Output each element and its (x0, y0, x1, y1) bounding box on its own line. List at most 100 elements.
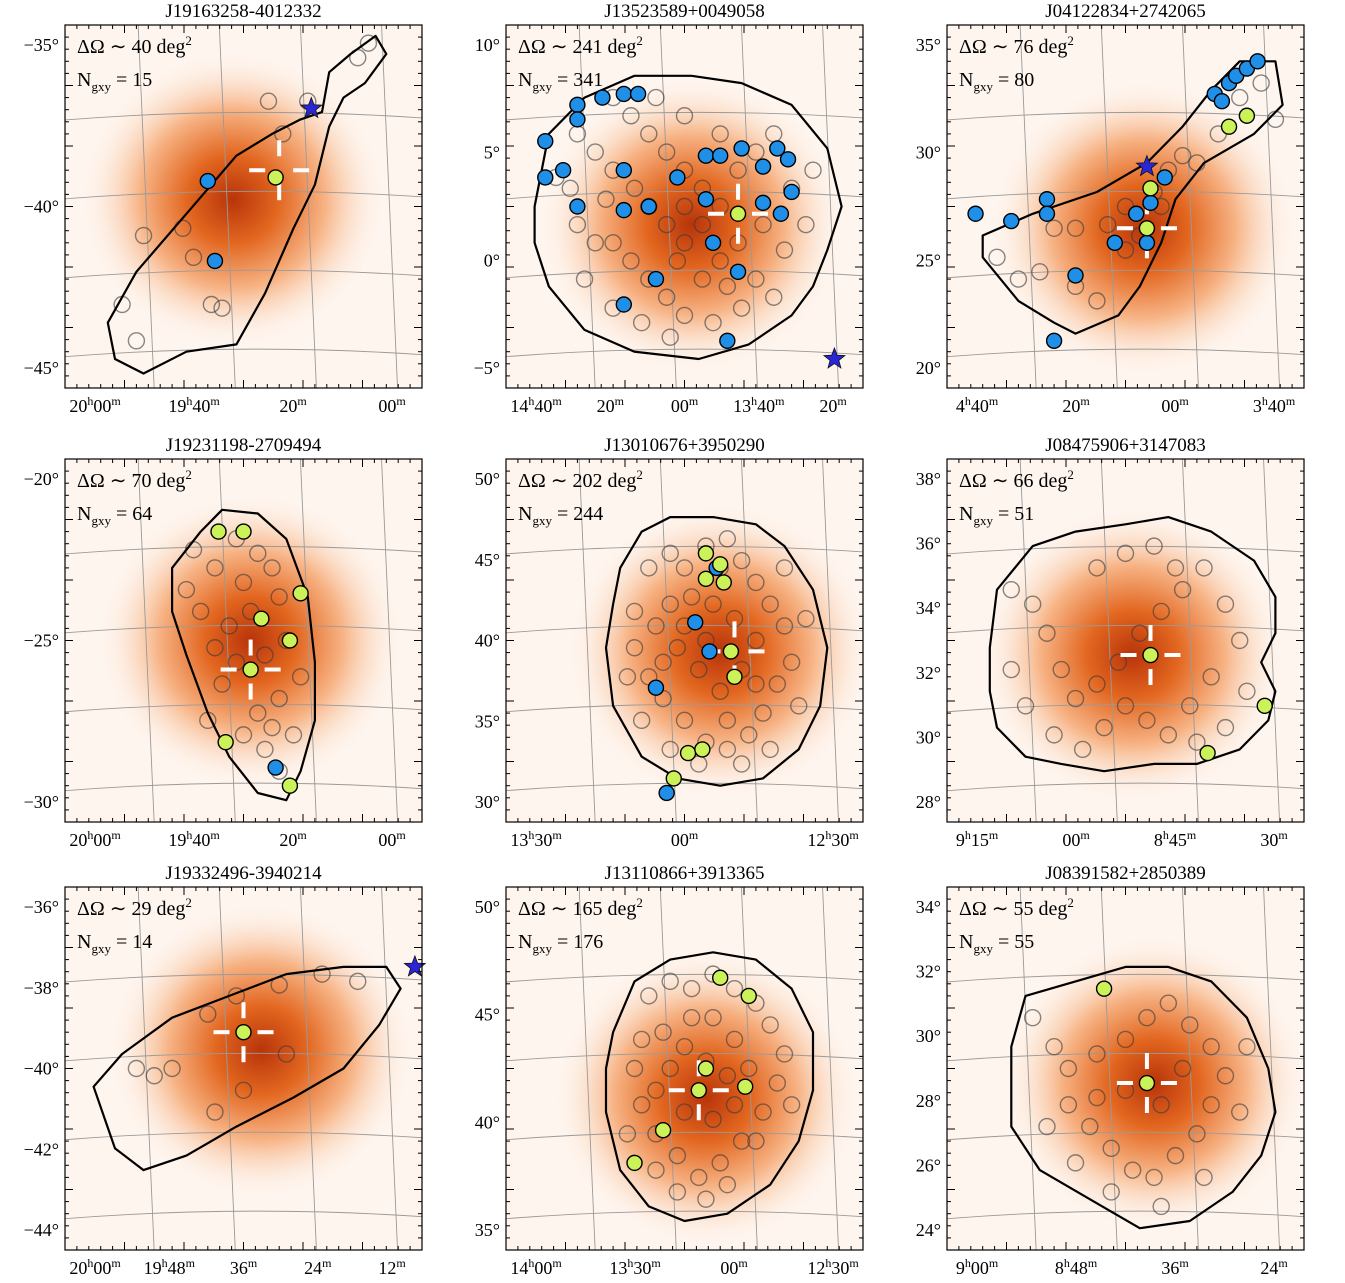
galaxy-marker (754, 1103, 772, 1121)
crosshair (249, 140, 310, 201)
grid-line (659, 887, 677, 1250)
galaxy-marker (1095, 718, 1113, 737)
galaxy-marker (191, 602, 210, 621)
galaxy-marker (1088, 559, 1106, 577)
member-green (242, 661, 259, 678)
y-tick-label: −35° (24, 35, 59, 55)
y-tick-label: 40° (475, 631, 500, 651)
galaxy-marker (213, 299, 231, 317)
galaxy-marker (177, 580, 196, 599)
galaxy-marker (1202, 1096, 1220, 1114)
x-tick-label: 13h30m (609, 1256, 661, 1278)
panel-title: J08475906+3147083 (1045, 435, 1206, 456)
member-blue (704, 234, 722, 252)
x-tick-label: 20m (1062, 394, 1090, 416)
y-tick-label: 0° (484, 250, 500, 270)
panel-4: J19231198-2709494 ΔΩ ∼ 70 deg2 Ngxy = 64 −20… (24, 435, 423, 850)
count-label: Ngxy = 64 (77, 503, 152, 528)
galaxy-marker (1138, 1008, 1156, 1027)
density-map (111, 905, 412, 1196)
galaxy-marker (682, 588, 701, 606)
member-blue (1067, 267, 1084, 284)
galaxy-marker (270, 689, 288, 708)
density-map (541, 79, 842, 370)
grid-line (1100, 25, 1118, 388)
grid-line (1181, 25, 1199, 388)
y-tick-label: 35° (916, 35, 941, 55)
y-tick-label: 30° (916, 1026, 941, 1046)
grid-line (740, 25, 758, 388)
galaxy-marker (697, 1190, 715, 1208)
galaxy-marker (661, 1059, 679, 1078)
contour-line (171, 508, 316, 802)
galaxy-marker (647, 1081, 665, 1099)
galaxy-marker (1195, 1168, 1213, 1187)
grid-line (1100, 459, 1118, 822)
member-green (235, 523, 252, 540)
galaxy-marker (1173, 580, 1192, 599)
panel-2: J13523589+0049058 ΔΩ ∼ 241 deg2 Ngxy = 341 1… (474, 1, 864, 416)
galaxy-marker (1045, 726, 1063, 744)
galaxy-marker (668, 1146, 687, 1165)
grid-line (65, 190, 422, 200)
galaxy-marker (632, 711, 651, 730)
galaxy-marker (1181, 697, 1199, 715)
member-green (715, 574, 732, 591)
galaxy-marker (1145, 1168, 1163, 1187)
galaxy-marker (263, 718, 281, 737)
galaxy-marker (622, 252, 640, 270)
y-tick-label: 38° (916, 469, 941, 489)
galaxy-marker (761, 1016, 779, 1034)
panel-7: J19332496-3940214 ΔΩ ∼ 29 deg2 Ngxy = 14 −36… (24, 863, 427, 1278)
x-tick-label: 24m (304, 1256, 332, 1278)
galaxy-marker (202, 295, 221, 314)
member-green (1199, 744, 1216, 762)
galaxy-marker (711, 125, 729, 143)
member-green (722, 643, 740, 660)
x-tick-label: 20h00m (69, 394, 121, 416)
grid-line (65, 973, 422, 983)
member-green (1138, 1074, 1156, 1092)
member-blue (640, 198, 657, 215)
galaxy-marker (1116, 544, 1135, 563)
member-blue (658, 784, 675, 802)
galaxy-marker (1188, 1125, 1206, 1143)
contour-line (92, 965, 402, 1172)
galaxy-marker (163, 1059, 181, 1078)
count-label: Ngxy = 14 (77, 931, 152, 956)
galaxy-marker (1181, 1016, 1199, 1034)
galaxy-marker (775, 617, 794, 635)
member-blue (1213, 93, 1231, 110)
galaxy-marker (632, 1096, 651, 1114)
galaxy-marker (604, 234, 622, 252)
galaxy-marker (291, 668, 310, 686)
member-blue (733, 140, 750, 157)
grid-line (381, 459, 398, 822)
galaxy-marker (127, 1059, 146, 1078)
grid-line (137, 887, 155, 1250)
grid-line (137, 459, 155, 822)
galaxy-marker (732, 1132, 751, 1150)
galaxy-marker (234, 1081, 253, 1099)
plot-area (65, 25, 422, 388)
grid-line (65, 545, 422, 555)
grid-line (947, 624, 1304, 634)
x-tick-label: 4h40m (956, 394, 999, 416)
galaxy-marker (1202, 1038, 1220, 1056)
count-label: Ngxy = 341 (518, 69, 603, 94)
area-label: ΔΩ ∼ 55 deg2 (959, 895, 1074, 920)
galaxy-marker (1238, 682, 1256, 701)
galaxy-marker (586, 143, 604, 161)
galaxy-marker (284, 726, 303, 744)
y-tick-label: 30° (916, 727, 941, 747)
galaxy-marker (206, 559, 224, 577)
galaxy-marker (1109, 653, 1128, 671)
y-tick-label: 20° (916, 358, 941, 378)
member-blue (569, 198, 586, 215)
galaxy-marker (622, 107, 640, 125)
galaxy-marker (732, 299, 751, 317)
grid-line (578, 887, 596, 1250)
x-tick-label: 36m (230, 1256, 258, 1278)
grid-line (506, 782, 863, 792)
member-blue (629, 85, 647, 103)
